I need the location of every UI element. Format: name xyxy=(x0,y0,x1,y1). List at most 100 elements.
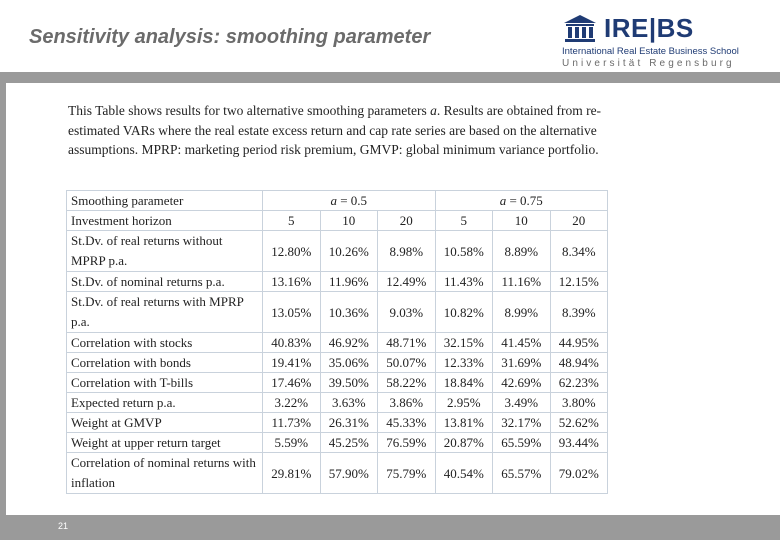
value-cell: 26.31% xyxy=(319,412,378,433)
value-cell: 2.95% xyxy=(434,392,493,413)
value-cell: 76.59% xyxy=(377,432,436,453)
value-cell: 50.07% xyxy=(377,352,436,373)
value-cell: 48.94% xyxy=(549,352,608,373)
building-icon xyxy=(564,15,596,42)
horizon-label: Investment horizon xyxy=(66,210,263,231)
value-cell: 3.22% xyxy=(262,392,321,413)
value-cell: 19.41% xyxy=(262,352,321,373)
row-label: Expected return p.a. xyxy=(66,392,263,413)
value-cell: 79.02% xyxy=(549,452,608,494)
logo-university: Universität Regensburg xyxy=(562,58,735,69)
group-header-a05: a = 0.5 xyxy=(262,190,436,211)
value-cell: 65.59% xyxy=(492,432,551,453)
header-divider xyxy=(0,72,780,83)
value-cell: 52.62% xyxy=(549,412,608,433)
value-cell: 20.87% xyxy=(434,432,493,453)
row-label: Correlation with bonds xyxy=(66,352,263,373)
table-row: Expected return p.a. 3.22% 3.63% 3.86% 2.95%… xyxy=(66,392,608,413)
value-cell: 8.34% xyxy=(549,230,608,272)
value-cell: 12.49% xyxy=(377,271,436,292)
value-cell: 13.05% xyxy=(262,291,321,333)
page-number: 21 xyxy=(58,521,69,531)
value-cell: 62.23% xyxy=(549,372,608,393)
row-label: St.Dv. of real returns with MPRP p.a. xyxy=(66,291,263,333)
value-cell: 11.16% xyxy=(492,271,551,292)
value-cell: 17.46% xyxy=(262,372,321,393)
row-label: Correlation with stocks xyxy=(66,332,263,353)
value-cell: 29.81% xyxy=(262,452,321,494)
horizon-row: Investment horizon 5 10 20 5 10 20 xyxy=(66,210,608,231)
value-cell: 3.49% xyxy=(492,392,551,413)
group-header-a075: a = 0.75 xyxy=(434,190,608,211)
value-cell: 11.43% xyxy=(434,271,493,292)
horizon-cell: 20 xyxy=(549,210,608,231)
footer-bar: 21 xyxy=(0,515,780,540)
value-cell: 46.92% xyxy=(319,332,378,353)
value-cell: 57.90% xyxy=(319,452,378,494)
value-cell: 12.80% xyxy=(262,230,321,272)
horizon-cell: 20 xyxy=(377,210,436,231)
left-divider xyxy=(0,83,6,515)
irebs-logo: IRE|BS International Real Estate Busines… xyxy=(562,8,772,70)
value-cell: 5.59% xyxy=(262,432,321,453)
value-cell: 48.71% xyxy=(377,332,436,353)
table-row: Weight at GMVP 11.73% 26.31% 45.33% 13.81% 32… xyxy=(66,412,608,433)
value-cell: 8.89% xyxy=(492,230,551,272)
row-label: St.Dv. of real returns without MPRP p.a. xyxy=(66,230,263,272)
table-caption: This Table shows results for two alterna… xyxy=(68,103,602,157)
row-label: Correlation with T-bills xyxy=(66,372,263,393)
value-cell: 13.16% xyxy=(262,271,321,292)
logo-subtitle: International Real Estate Business Schoo… xyxy=(562,46,739,57)
value-cell: 32.15% xyxy=(434,332,493,353)
row-label: Weight at GMVP xyxy=(66,412,263,433)
value-cell: 3.63% xyxy=(319,392,378,413)
value-cell: 40.54% xyxy=(434,452,493,494)
table-row: Correlation of nominal returns with infl… xyxy=(66,452,608,494)
horizon-cell: 10 xyxy=(492,210,551,231)
value-cell: 9.03% xyxy=(377,291,436,333)
value-cell: 3.80% xyxy=(549,392,608,413)
value-cell: 10.82% xyxy=(434,291,493,333)
value-cell: 35.06% xyxy=(319,352,378,373)
table-row: St.Dv. of real returns with MPRP p.a. 13.… xyxy=(66,291,608,333)
value-cell: 8.98% xyxy=(377,230,436,272)
value-cell: 8.99% xyxy=(492,291,551,333)
table-row: St.Dv. of nominal returns p.a. 13.16% 11.9… xyxy=(66,271,608,292)
header-label: Smoothing parameter xyxy=(66,190,263,211)
value-cell: 10.36% xyxy=(319,291,378,333)
value-cell: 31.69% xyxy=(492,352,551,373)
table-row: Correlation with T-bills 17.46% 39.50% 58.2… xyxy=(66,372,608,393)
table-body: St.Dv. of real returns without MPRP p.a.… xyxy=(66,230,608,494)
value-cell: 12.15% xyxy=(549,271,608,292)
value-cell: 58.22% xyxy=(377,372,436,393)
table-row: St.Dv. of real returns without MPRP p.a.… xyxy=(66,230,608,272)
value-cell: 10.26% xyxy=(319,230,378,272)
value-cell: 65.57% xyxy=(492,452,551,494)
horizon-cell: 5 xyxy=(434,210,493,231)
value-cell: 42.69% xyxy=(492,372,551,393)
table-header-row: Smoothing parameter a = 0.5 a = 0.75 xyxy=(66,190,608,211)
value-cell: 32.17% xyxy=(492,412,551,433)
value-cell: 18.84% xyxy=(434,372,493,393)
value-cell: 45.25% xyxy=(319,432,378,453)
value-cell: 10.58% xyxy=(434,230,493,272)
row-label: St.Dv. of nominal returns p.a. xyxy=(66,271,263,292)
value-cell: 44.95% xyxy=(549,332,608,353)
value-cell: 41.45% xyxy=(492,332,551,353)
value-cell: 8.39% xyxy=(549,291,608,333)
value-cell: 11.96% xyxy=(319,271,378,292)
value-cell: 45.33% xyxy=(377,412,436,433)
results-table: Smoothing parameter a = 0.5 a = 0.75 Inv… xyxy=(66,190,608,494)
value-cell: 3.86% xyxy=(377,392,436,413)
logo-name: IRE|BS xyxy=(604,13,694,43)
row-label: Weight at upper return target xyxy=(66,432,263,453)
value-cell: 40.83% xyxy=(262,332,321,353)
value-cell: 12.33% xyxy=(434,352,493,373)
value-cell: 11.73% xyxy=(262,412,321,433)
slide-title: Sensitivity analysis: smoothing paramete… xyxy=(29,26,431,48)
horizon-cell: 5 xyxy=(262,210,321,231)
table-row: Correlation with stocks 40.83% 46.92% 48.71… xyxy=(66,332,608,353)
value-cell: 39.50% xyxy=(319,372,378,393)
value-cell: 13.81% xyxy=(434,412,493,433)
row-label: Correlation of nominal returns with infl… xyxy=(66,452,263,494)
